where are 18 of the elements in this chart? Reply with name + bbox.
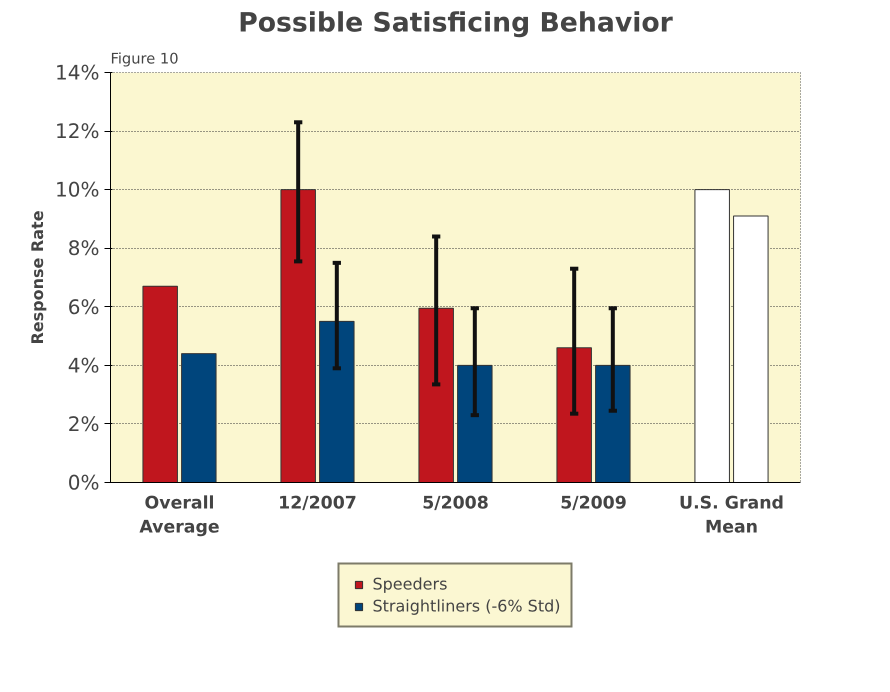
y-tick-label: 12% [55,119,100,144]
y-tick-label: 6% [68,294,100,319]
y-tick-label: 4% [68,353,100,378]
y-axis-title: Response Rate [28,210,48,345]
legend-label: Straightliners (-6% Std) [372,596,561,616]
x-tick-label: U.S. Grand Mean [679,494,784,538]
y-tick-label: 10% [55,178,100,202]
x-tick-label: 5/2009 [560,494,627,514]
y-tick-label: 0% [68,470,100,494]
y-tick-label: 14% [55,60,100,84]
x-tick-label: 5/2008 [422,494,489,514]
y-tick-label: 2% [68,412,100,436]
y-tick-label: 8% [68,236,100,260]
legend-label: Speeders [372,574,448,594]
chart-title: Possible Satisficing Behavior [238,8,674,38]
x-tick-label: Overall Average [139,494,220,538]
caption: Figure 10 [110,50,179,68]
x-tick-label: 12/2007 [278,494,357,514]
